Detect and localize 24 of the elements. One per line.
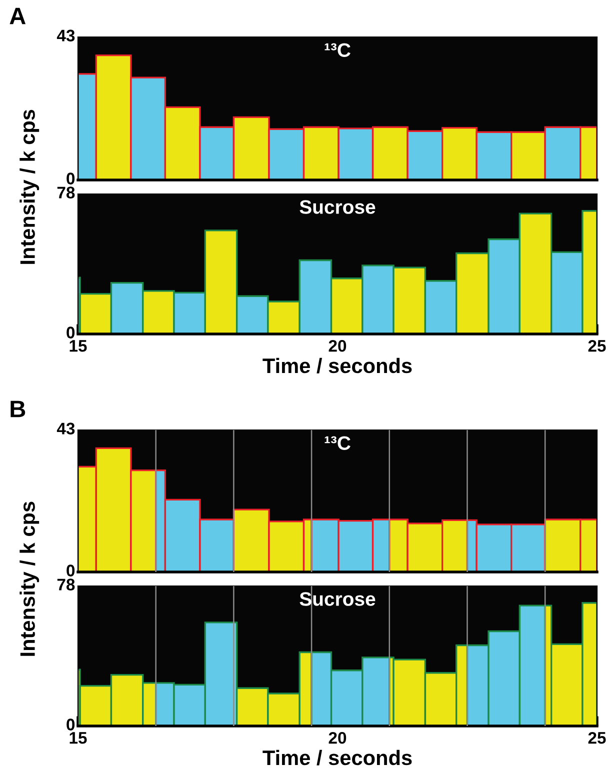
chart-title: B	[10, 400, 26, 418]
x-tick-label: 25	[588, 340, 606, 352]
x-axis-title: Time / seconds	[262, 358, 412, 374]
annotation: ¹³C	[324, 436, 350, 450]
annotation: ¹³C	[324, 43, 350, 58]
y-tick-label: 78	[57, 186, 75, 198]
annotation: Sucrose	[300, 592, 376, 606]
y-tick-label: 43	[56, 422, 75, 434]
y-tick-label: 78	[57, 578, 75, 590]
y-tick-label: 0	[66, 718, 75, 730]
y-tick-label: 0	[66, 564, 75, 576]
chart-title: A	[10, 8, 26, 24]
y-tick-label: 0	[66, 172, 75, 184]
y-tick-label: 43	[56, 30, 75, 42]
x-tick-label: 25	[588, 732, 606, 744]
x-tick-label: 15	[70, 732, 87, 744]
annotation: Sucrose	[300, 200, 376, 214]
y-axis-title: Intensity / k cps	[20, 110, 40, 264]
x-tick-label: 20	[328, 340, 346, 352]
y-axis-title: Intensity / k cps	[20, 502, 40, 656]
x-tick-label: 15	[70, 340, 87, 352]
x-tick-label: 20	[328, 732, 346, 744]
y-tick-label: 0	[66, 326, 75, 338]
x-axis-title: Time / seconds	[262, 750, 412, 766]
